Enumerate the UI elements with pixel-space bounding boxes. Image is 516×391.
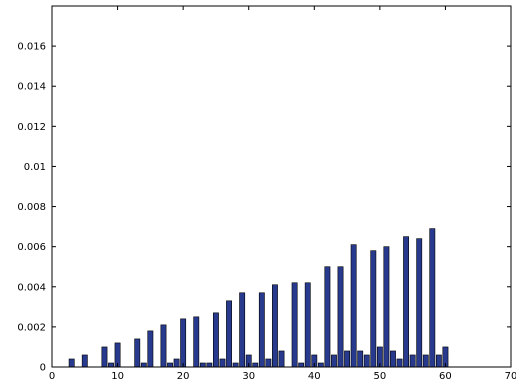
bar-37 xyxy=(291,282,298,368)
bar-18 xyxy=(167,362,173,368)
bar-14 xyxy=(140,362,147,368)
bar-46 xyxy=(350,244,357,368)
bar-15 xyxy=(147,330,154,368)
bar-13 xyxy=(134,338,141,368)
bar-25 xyxy=(213,312,219,368)
bar-32 xyxy=(258,292,265,368)
x-tick-label: 50 xyxy=(373,371,386,382)
bar-48 xyxy=(363,354,370,368)
bar-24 xyxy=(206,362,213,368)
y-tick-label: 0.008 xyxy=(17,202,46,213)
bar-27 xyxy=(226,300,232,368)
bar-55 xyxy=(409,354,416,368)
bar-8 xyxy=(101,346,108,368)
bar-51 xyxy=(383,246,390,368)
y-tick-label: 0.016 xyxy=(17,42,46,53)
x-tick-label: 10 xyxy=(111,371,124,382)
bar-56 xyxy=(416,238,423,368)
y-tick-label: 0.014 xyxy=(17,82,46,93)
bar-23 xyxy=(199,362,206,368)
bar-47 xyxy=(357,350,364,368)
bar-20 xyxy=(180,318,187,368)
plot-background xyxy=(52,6,511,367)
bar-33 xyxy=(265,358,272,368)
y-tick-label: 0 xyxy=(40,363,46,374)
bar-54 xyxy=(403,236,410,368)
bar-26 xyxy=(219,358,226,368)
bar-35 xyxy=(278,350,285,368)
bar-3 xyxy=(68,358,75,368)
bar-9 xyxy=(108,362,114,368)
x-tick-label: 40 xyxy=(308,371,321,382)
x-tick-label: 70 xyxy=(505,371,516,382)
bar-41 xyxy=(317,362,324,368)
bar-43 xyxy=(331,354,337,368)
bar-49 xyxy=(370,250,377,368)
y-axis-ticks: 0 0.002 0.004 0.006 0.008 0.01 0.012 0.014 0.016 xyxy=(17,42,511,374)
bar-42 xyxy=(324,266,331,368)
bar-38 xyxy=(298,362,305,368)
x-tick-label: 0 xyxy=(49,371,55,382)
y-tick-label: 0.002 xyxy=(17,322,46,333)
bars-group xyxy=(68,228,449,368)
bar-17 xyxy=(160,324,167,368)
plot-frame xyxy=(51,5,512,368)
bar-22 xyxy=(193,316,200,368)
x-tick-label: 30 xyxy=(242,371,255,382)
bar-34 xyxy=(272,284,278,368)
x-tick-label: 60 xyxy=(439,371,452,382)
y-tick-label: 0.012 xyxy=(17,122,46,133)
bar-5 xyxy=(81,354,88,368)
y-tick-label: 0.004 xyxy=(17,282,46,293)
bar-44 xyxy=(337,266,344,368)
x-tick-label: 20 xyxy=(177,371,190,382)
bar-31 xyxy=(252,362,259,368)
bar-58 xyxy=(429,228,436,368)
y-tick-label: 0.006 xyxy=(17,242,46,253)
bar-59 xyxy=(435,354,442,368)
bar-19 xyxy=(173,358,180,368)
y-tick-label: 0.01 xyxy=(24,162,46,173)
bar-28 xyxy=(232,362,239,368)
bar-52 xyxy=(390,350,396,368)
bar-39 xyxy=(304,282,311,368)
bar-57 xyxy=(422,354,429,368)
bar-53 xyxy=(396,358,403,368)
bar-29 xyxy=(239,292,246,368)
bar-45 xyxy=(344,350,351,368)
